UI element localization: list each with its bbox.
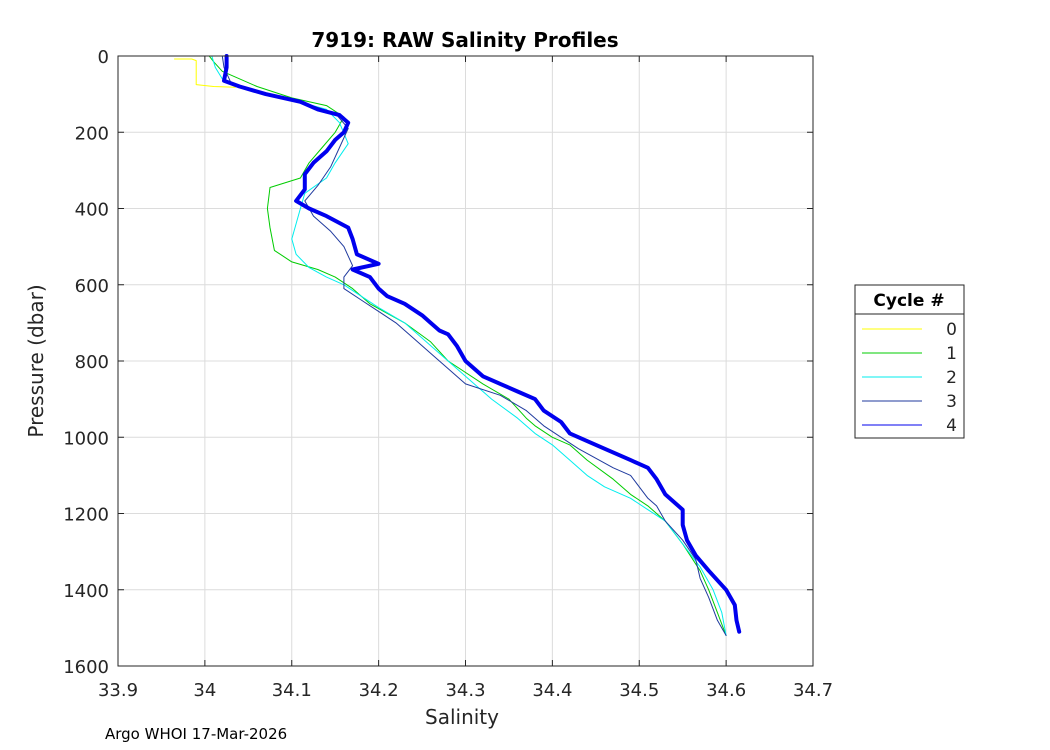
y-tick-label: 1200 — [63, 505, 109, 526]
y-tick-label: 0 — [98, 47, 109, 68]
x-tick-labels: 33.9 34 34.1 34.2 34.3 34.4 34.5 34.6 34.7 — [98, 680, 833, 701]
footer-credit: Argo WHOI 17-Mar-2026 — [105, 725, 288, 743]
series-line-cycle-3 — [221, 55, 727, 636]
x-tick-label: 34.6 — [706, 680, 746, 701]
x-tick-label: 34.2 — [359, 680, 399, 701]
series-line-cycle-1 — [208, 55, 727, 636]
x-tick-label: 33.9 — [98, 680, 138, 701]
series-line-cycle-4 — [222, 54, 742, 634]
y-tick-label: 1000 — [63, 428, 109, 449]
x-tick-label: 34 — [193, 680, 216, 701]
legend: Cycle # 0 1 2 3 4 — [854, 284, 965, 439]
series-layer — [174, 54, 742, 636]
x-tick-label: 34.5 — [619, 680, 659, 701]
x-tick-label: 34.1 — [272, 680, 312, 701]
x-tick-label: 34.7 — [793, 680, 833, 701]
y-tick-label: 600 — [75, 276, 109, 297]
grid — [117, 55, 814, 667]
legend-label-cycle-1: 1 — [946, 344, 957, 364]
legend-title: Cycle # — [873, 291, 944, 311]
ticks — [117, 55, 814, 667]
legend-label-cycle-0: 0 — [946, 320, 957, 340]
y-tick-label: 1400 — [63, 581, 109, 602]
x-tick-label: 34.3 — [445, 680, 485, 701]
chart-title: 7919: RAW Salinity Profiles — [311, 28, 618, 52]
y-tick-label: 800 — [75, 352, 109, 373]
legend-label-cycle-3: 3 — [946, 392, 957, 412]
y-tick-label: 1600 — [63, 657, 109, 678]
legend-label-cycle-2: 2 — [946, 368, 957, 388]
x-axis-label: Salinity — [425, 705, 499, 729]
y-axis-label: Pressure (dbar) — [24, 284, 48, 437]
y-tick-labels: 0 200 400 600 800 1000 1200 1400 1600 — [63, 47, 109, 678]
legend-label-cycle-4: 4 — [946, 416, 957, 436]
x-tick-label: 34.4 — [532, 680, 572, 701]
y-tick-label: 200 — [75, 123, 109, 144]
legend-box — [854, 284, 965, 439]
series-line-cycle-0 — [174, 58, 236, 88]
y-tick-label: 400 — [75, 200, 109, 221]
legend-items: 0 1 2 3 4 — [862, 320, 957, 436]
